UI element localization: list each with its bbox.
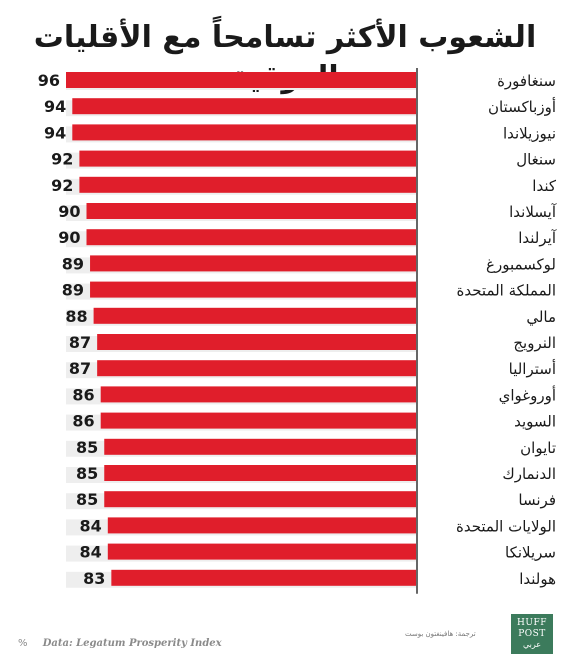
data-label: 84 (80, 516, 102, 535)
data-label: 86 (72, 385, 94, 404)
data-label: 94 (44, 123, 66, 142)
category-label: سريلانكا (505, 544, 556, 562)
bar (111, 569, 416, 586)
data-label: 86 (72, 412, 94, 431)
bar (107, 517, 417, 534)
category-label: أوروغواي (499, 385, 556, 405)
category-label: لوكسمبورغ (486, 255, 556, 273)
bar (107, 543, 417, 560)
bar (100, 386, 416, 403)
category-label: سنغال (516, 151, 556, 169)
category-label: نيوزيلاندا (503, 124, 556, 142)
category-label: كندا (532, 177, 557, 195)
data-label: 89 (62, 281, 84, 300)
bar (86, 203, 416, 219)
bar (104, 465, 416, 481)
bar (79, 150, 417, 167)
data-label: 83 (83, 569, 105, 588)
bar (66, 72, 416, 88)
data-label: 87 (69, 333, 91, 352)
bar (90, 255, 417, 272)
category-label: آيسلاندا (509, 203, 557, 221)
category-label: الولايات المتحدة (456, 517, 556, 535)
bar (104, 491, 416, 508)
data-label: 87 (69, 359, 91, 378)
category-label: الدنمارك (502, 465, 556, 483)
bar (72, 98, 417, 115)
data-label: 85 (76, 490, 98, 509)
bar (72, 124, 417, 141)
data-label: 84 (80, 543, 102, 562)
data-label: 90 (58, 202, 80, 221)
data-label: 92 (51, 176, 73, 195)
bar (93, 307, 416, 324)
data-label: 92 (51, 150, 73, 169)
category-label: تايوان (520, 439, 556, 457)
category-label: فرنسا (518, 491, 556, 509)
bar (97, 334, 417, 350)
bar (79, 176, 417, 193)
logo-text-arabi: عربي (522, 640, 542, 649)
logo-text-huff: HUFF (517, 618, 547, 628)
category-label: المملكة المتحدة (457, 282, 557, 300)
data-label: 88 (65, 307, 87, 326)
bar (86, 229, 416, 246)
category-label: أوزباكستان (488, 97, 556, 116)
bar (104, 438, 416, 455)
category-label: سنغافورة (497, 72, 556, 90)
data-label: 90 (58, 228, 80, 247)
data-label: 85 (76, 438, 98, 457)
data-label: 85 (76, 464, 98, 483)
bar (100, 412, 416, 429)
category-label: النرويج (513, 334, 556, 352)
logo-text-post: POST (518, 629, 546, 639)
translation-credit: ترجمة: هافينغتون بوست (405, 630, 476, 638)
bar (97, 360, 417, 377)
data-label: 94 (44, 97, 66, 116)
footer-source: % Data: Legatum Prosperity Index (18, 638, 222, 649)
percent-symbol: % (18, 638, 28, 649)
data-label: 96 (38, 71, 60, 90)
category-label: هولندا (519, 570, 556, 588)
category-label: السويد (514, 413, 556, 431)
bar (90, 281, 417, 298)
huffpost-arabi-logo: HUFF POST عربي (511, 614, 553, 654)
category-label: مالي (526, 308, 556, 327)
data-label: 89 (62, 254, 84, 273)
data-source: Data: Legatum Prosperity Index (42, 638, 222, 649)
category-label: أستراليا (509, 359, 556, 378)
category-label: آيرلندا (518, 229, 557, 247)
